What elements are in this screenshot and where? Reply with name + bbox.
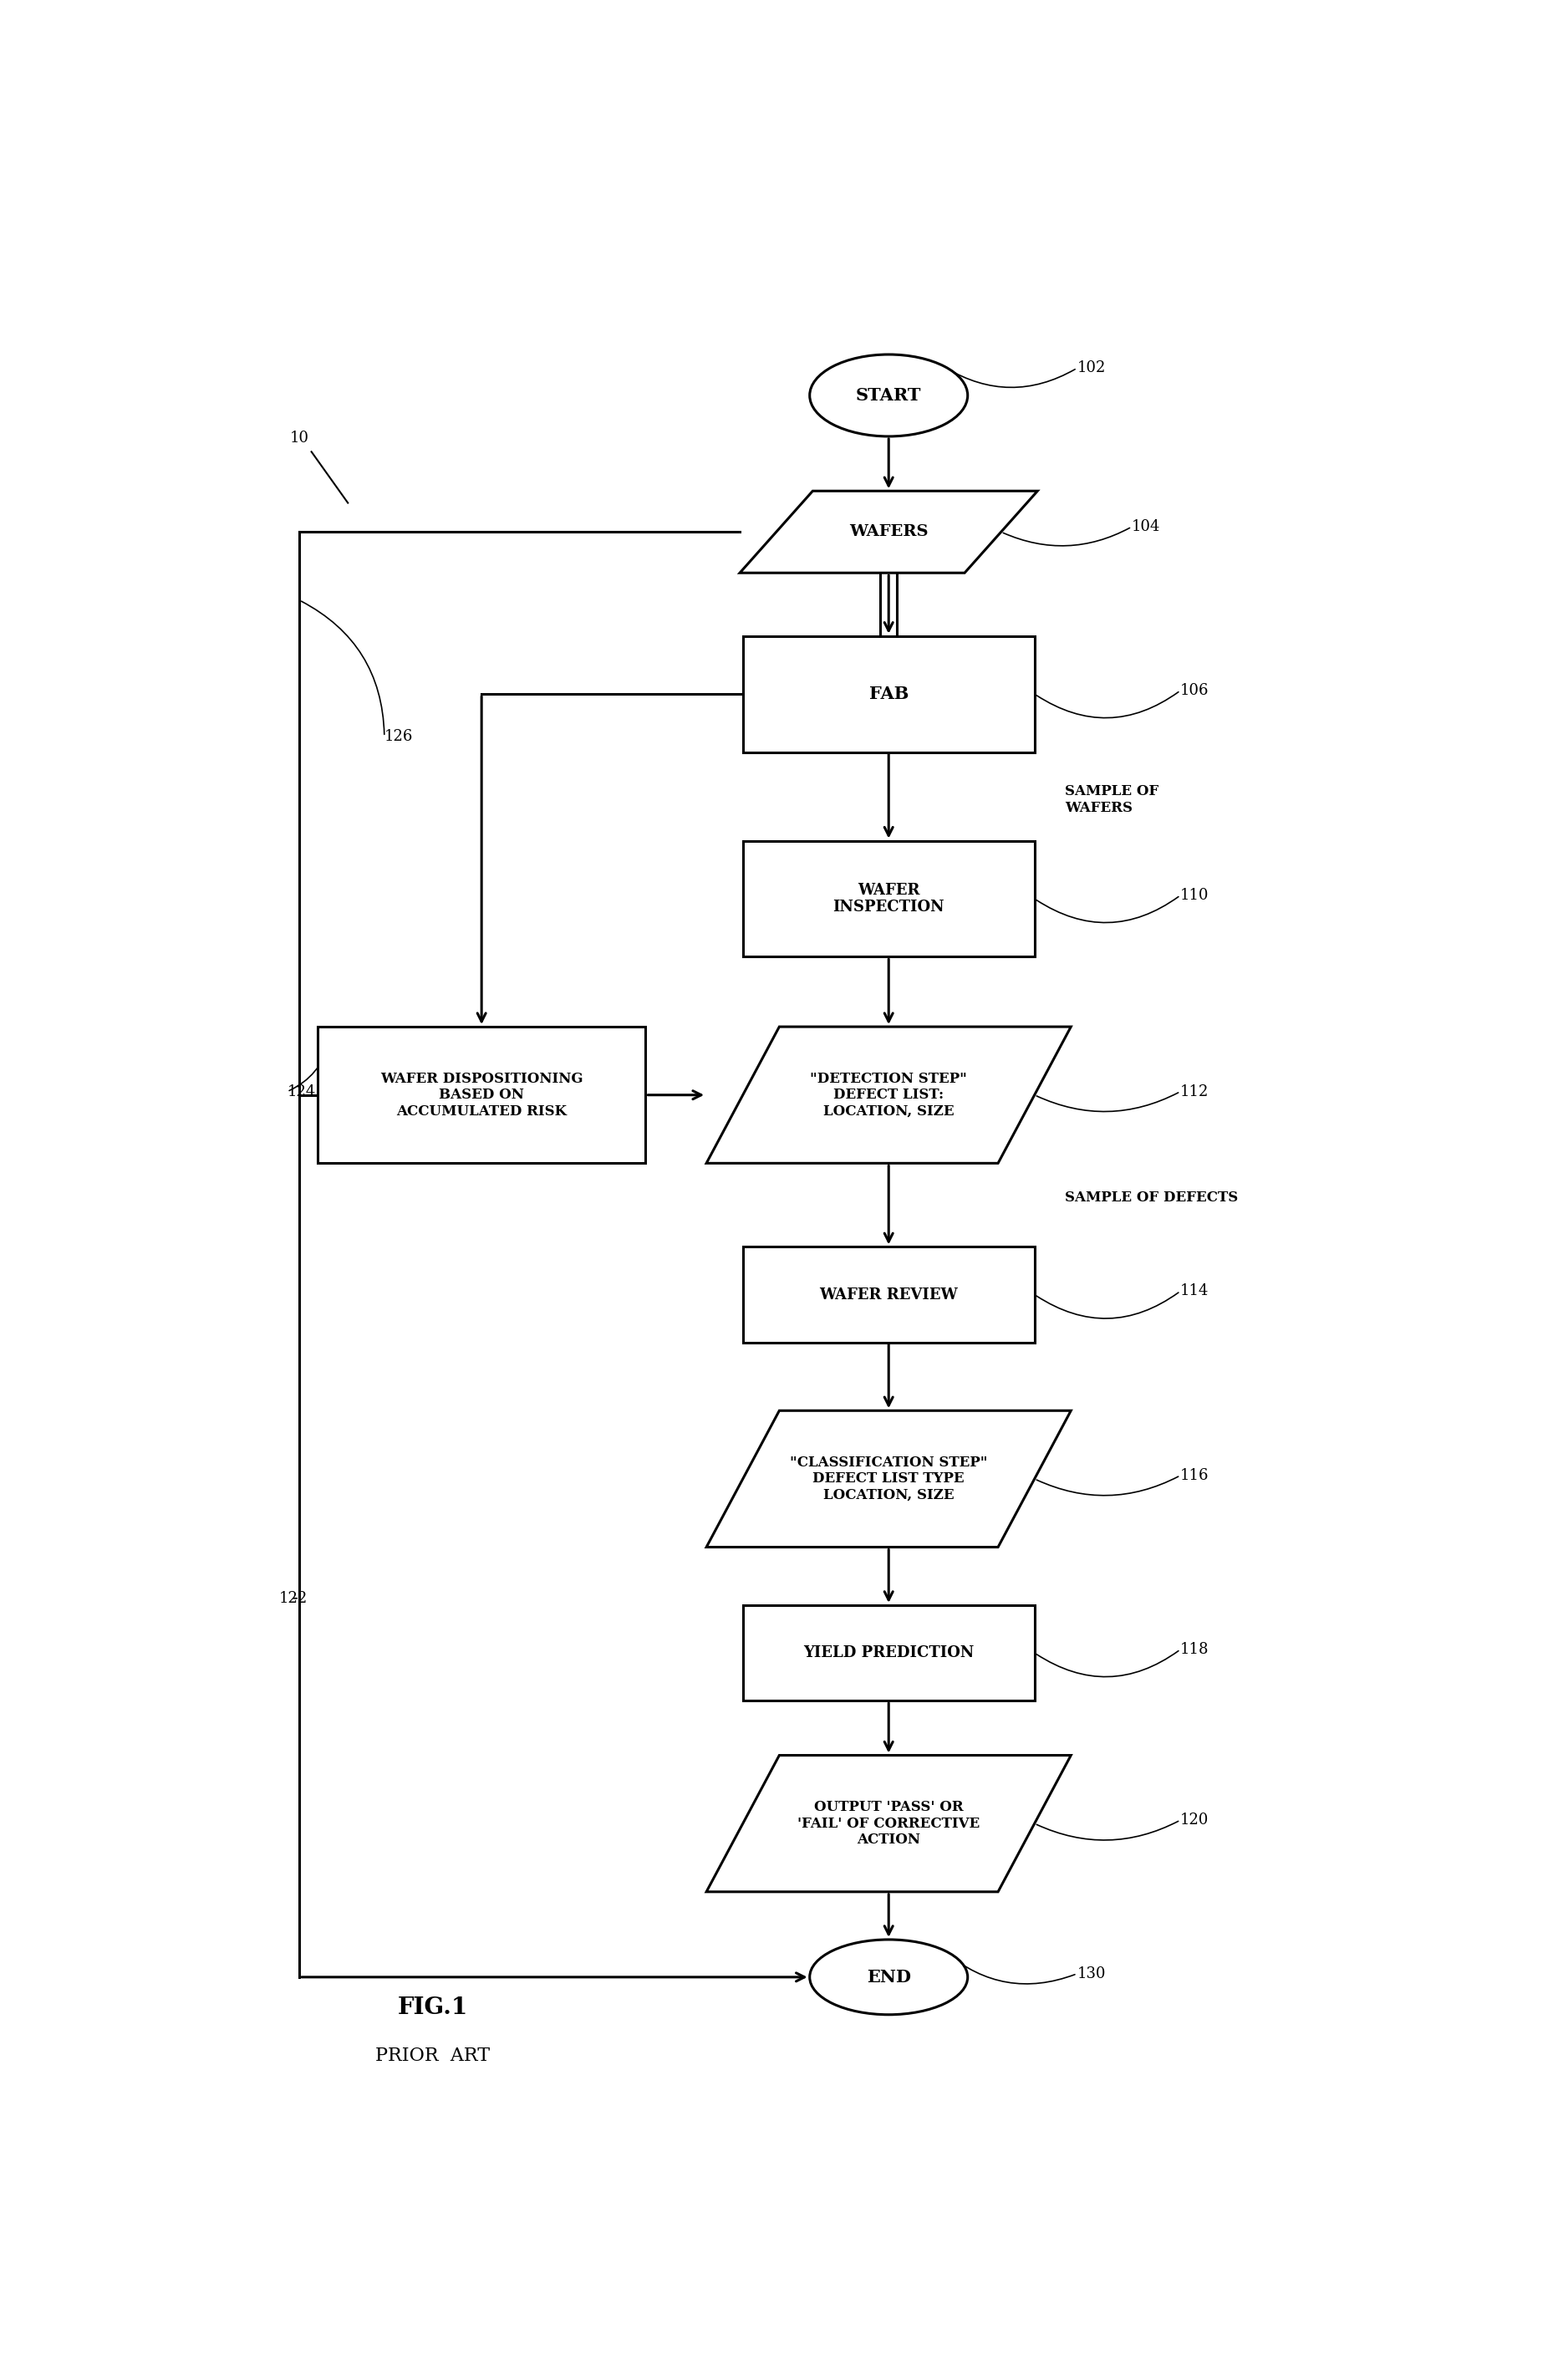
Text: SAMPLE OF DEFECTS: SAMPLE OF DEFECTS bbox=[1065, 1190, 1239, 1204]
Text: FIG.1: FIG.1 bbox=[398, 1996, 469, 2020]
Text: OUTPUT 'PASS' OR
'FAIL' OF CORRECTIVE
ACTION: OUTPUT 'PASS' OR 'FAIL' OF CORRECTIVE AC… bbox=[798, 1800, 980, 1847]
Text: 106: 106 bbox=[1181, 683, 1209, 697]
Polygon shape bbox=[706, 1411, 1071, 1548]
Text: 120: 120 bbox=[1181, 1811, 1209, 1828]
FancyBboxPatch shape bbox=[743, 842, 1035, 958]
Text: 10: 10 bbox=[290, 432, 309, 446]
Text: WAFER REVIEW: WAFER REVIEW bbox=[820, 1287, 958, 1302]
Text: 130: 130 bbox=[1077, 1966, 1105, 1982]
Text: 114: 114 bbox=[1181, 1283, 1209, 1299]
Text: "CLASSIFICATION STEP"
DEFECT LIST TYPE
LOCATION, SIZE: "CLASSIFICATION STEP" DEFECT LIST TYPE L… bbox=[790, 1456, 988, 1503]
FancyBboxPatch shape bbox=[743, 1247, 1035, 1342]
Text: 104: 104 bbox=[1132, 519, 1160, 533]
Text: 112: 112 bbox=[1181, 1084, 1209, 1100]
FancyBboxPatch shape bbox=[743, 1605, 1035, 1700]
Polygon shape bbox=[740, 491, 1038, 574]
FancyBboxPatch shape bbox=[743, 635, 1035, 752]
Text: SAMPLE OF
WAFERS: SAMPLE OF WAFERS bbox=[1065, 785, 1159, 816]
Text: YIELD PREDICTION: YIELD PREDICTION bbox=[803, 1645, 974, 1660]
Text: WAFER DISPOSITIONING
BASED ON
ACCUMULATED RISK: WAFER DISPOSITIONING BASED ON ACCUMULATE… bbox=[379, 1072, 583, 1119]
Text: 118: 118 bbox=[1181, 1643, 1209, 1657]
Text: START: START bbox=[856, 386, 922, 403]
Ellipse shape bbox=[809, 356, 967, 436]
Text: WAFER
INSPECTION: WAFER INSPECTION bbox=[833, 882, 944, 915]
Text: "DETECTION STEP"
DEFECT LIST:
LOCATION, SIZE: "DETECTION STEP" DEFECT LIST: LOCATION, … bbox=[811, 1072, 967, 1119]
Polygon shape bbox=[706, 1027, 1071, 1164]
Text: 124: 124 bbox=[287, 1084, 315, 1100]
Text: WAFERS: WAFERS bbox=[850, 524, 928, 541]
Ellipse shape bbox=[809, 1939, 967, 2015]
FancyBboxPatch shape bbox=[317, 1027, 646, 1164]
Text: 116: 116 bbox=[1181, 1468, 1209, 1482]
Text: FAB: FAB bbox=[869, 685, 908, 702]
Text: 102: 102 bbox=[1077, 360, 1105, 375]
Text: 126: 126 bbox=[384, 730, 412, 744]
Text: PRIOR  ART: PRIOR ART bbox=[376, 2046, 491, 2065]
Text: 110: 110 bbox=[1181, 887, 1209, 903]
Polygon shape bbox=[706, 1755, 1071, 1892]
Text: END: END bbox=[867, 1968, 911, 1985]
Text: 122: 122 bbox=[279, 1591, 307, 1605]
